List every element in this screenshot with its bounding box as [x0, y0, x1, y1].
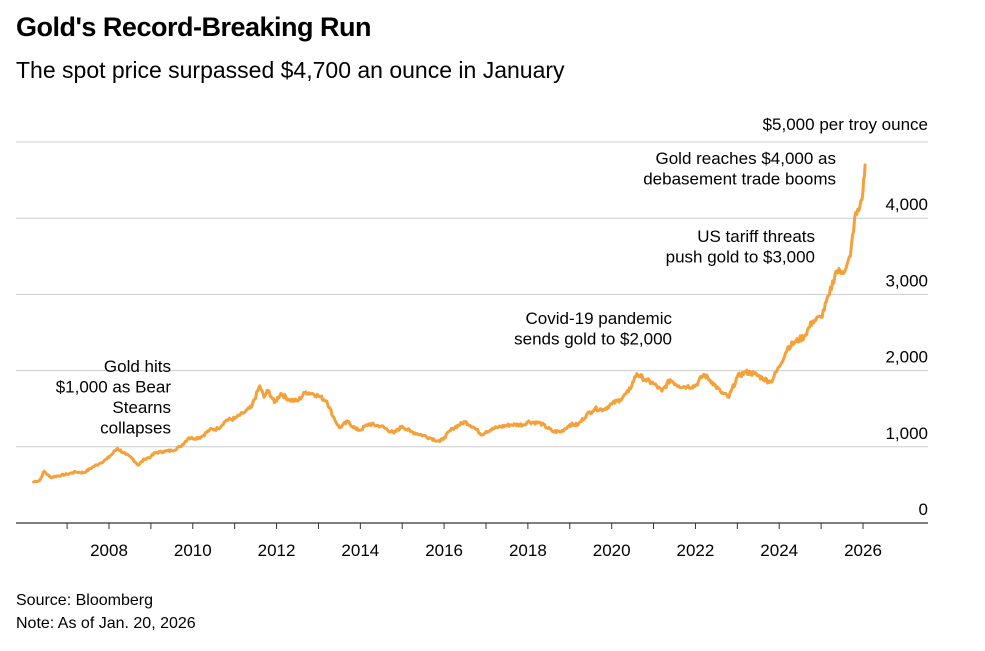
annotation-line: sends gold to $2,000	[514, 330, 672, 349]
annotation-line: debasement trade booms	[643, 170, 836, 189]
annotation-4: Gold reaches $4,000 as debasement trade b…	[643, 149, 836, 189]
tick-labels: 2008 2010 2012 2014 2016 2018 2020 2022 2024 2026…	[90, 115, 928, 560]
source-note: Source: Bloomberg	[16, 592, 153, 609]
y-tick-label: 3,000	[885, 271, 928, 290]
y-unit-label: $5,000 per troy ounce	[763, 115, 928, 134]
y-tick-label: 2,000	[885, 348, 928, 367]
y-tick-label: 1,000	[885, 424, 928, 443]
annotation-line: US tariff threats	[697, 227, 815, 246]
annotation-line: collapses	[100, 419, 171, 438]
chart-subtitle: The spot price surpassed $4,700 an ounce…	[16, 57, 565, 83]
x-tick-label: 2016	[425, 541, 463, 560]
x-axis	[16, 522, 928, 529]
annotation-line: $1,000 as Bear	[56, 378, 172, 397]
annotations: Gold hits $1,000 as Bear Stearns collapses C…	[56, 149, 836, 438]
annotation-line: Gold reaches $4,000 as	[655, 149, 836, 168]
date-note: Note: As of Jan. 20, 2026	[16, 615, 196, 632]
annotation-3: US tariff threats push gold to $3,000	[666, 227, 815, 267]
x-tick-label: 2012	[258, 541, 296, 560]
annotation-1: Gold hits $1,000 as Bear Stearns collapses	[56, 357, 172, 438]
annotation-2: Covid-19 pandemic sends gold to $2,000	[514, 309, 672, 349]
annotation-line: Covid-19 pandemic	[526, 309, 673, 328]
annotation-line: Stearns	[112, 398, 171, 417]
x-tick-label: 2008	[90, 541, 128, 560]
x-tick-label: 2018	[509, 541, 547, 560]
x-tick-label: 2014	[341, 541, 379, 560]
annotation-line: Gold hits	[104, 357, 171, 376]
x-tick-label: 2010	[174, 541, 212, 560]
y-tick-label: 4,000	[885, 195, 928, 214]
x-tick-label: 2020	[593, 541, 631, 560]
series-line-gold	[32, 163, 867, 484]
x-tick-label: 2024	[760, 541, 798, 560]
x-tick-label: 2022	[677, 541, 715, 560]
series-layer	[32, 163, 867, 484]
y-tick-label: 0	[919, 500, 928, 519]
x-tick-label: 2026	[844, 541, 882, 560]
annotation-line: push gold to $3,000	[666, 248, 815, 267]
chart-title: Gold's Record-Breaking Run	[16, 12, 371, 42]
